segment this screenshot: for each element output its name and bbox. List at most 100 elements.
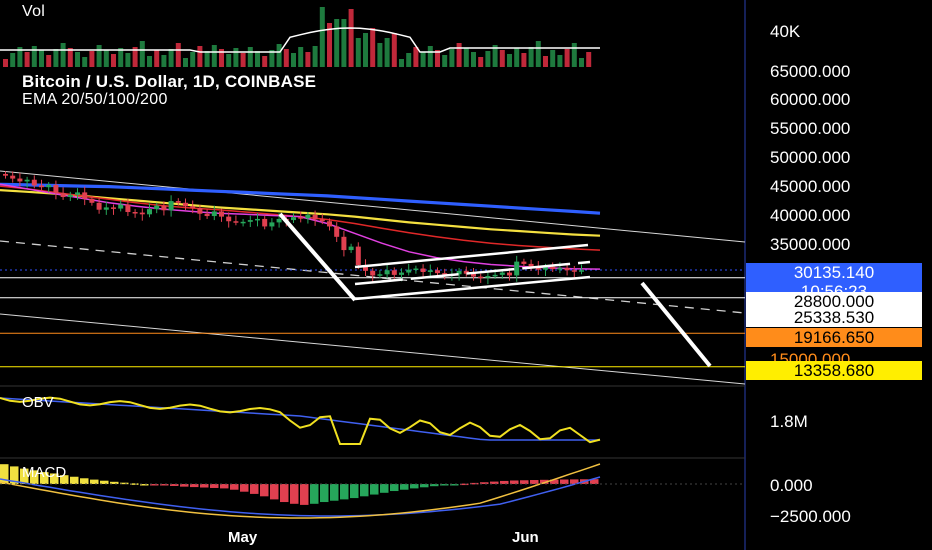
candle-body: [427, 270, 433, 272]
volume-bar: [334, 19, 340, 67]
volume-bar: [535, 41, 541, 67]
candle-body: [550, 266, 556, 270]
volume-bar: [60, 43, 66, 67]
macd-histogram-bar: [40, 472, 49, 484]
volume-bar: [391, 33, 397, 67]
volume-bar: [399, 59, 404, 67]
macd-histogram-bar: [320, 484, 329, 503]
macd-histogram-bar: [510, 480, 519, 484]
macd-histogram-bar: [170, 484, 179, 486]
candle-body: [103, 207, 109, 210]
volume-bar: [406, 53, 412, 67]
candle-body: [435, 270, 440, 274]
candle-body: [420, 268, 426, 272]
macd-histogram-bar: [200, 484, 209, 488]
volume-bar: [305, 52, 311, 67]
macd-histogram-bar: [590, 479, 599, 484]
candle-body: [442, 273, 448, 276]
candle-body: [399, 272, 404, 275]
macd-histogram-bar: [520, 480, 529, 484]
obv-line: [0, 396, 601, 445]
volume-bar: [190, 52, 196, 67]
macd-histogram-bar: [380, 484, 389, 493]
volume-bar: [543, 56, 548, 67]
candle-body: [478, 276, 484, 279]
candle-body: [528, 263, 534, 267]
candle-body: [276, 218, 282, 223]
macd-histogram-bar: [480, 482, 489, 484]
macd-histogram-bar: [490, 481, 499, 484]
macd-histogram-bar: [60, 475, 69, 484]
candle-body: [456, 270, 462, 275]
volume-bar: [435, 50, 440, 67]
candle-body: [82, 192, 88, 199]
volume-bar: [276, 44, 282, 67]
volume-bar: [514, 48, 520, 67]
symbol-title: Bitcoin / U.S. Dollar, 1D, COINBASE: [22, 72, 317, 91]
macd-histogram-bar: [110, 481, 119, 484]
obv-label: OBV: [22, 394, 54, 411]
obv-axis-tick: 1.8M: [770, 412, 808, 431]
volume-bar: [579, 58, 584, 67]
time-label-jun: Jun: [512, 529, 539, 546]
volume-bar: [507, 54, 512, 67]
candle-body: [471, 273, 476, 277]
volume-average-line: [0, 27, 600, 53]
price-badge-white: 28800.000: [746, 292, 922, 311]
candle-body: [557, 267, 563, 270]
candle-body: [31, 179, 37, 186]
volume-bar: [449, 49, 455, 67]
volume-bar: [219, 49, 224, 67]
candle-body: [67, 194, 73, 198]
macd-histogram-bar: [250, 484, 259, 494]
macd-histogram-bar: [0, 464, 9, 484]
volume-bar: [485, 51, 491, 67]
channel-mid-line: [354, 260, 591, 286]
vol-label: Vol: [22, 3, 46, 20]
obv-signal-line: [0, 397, 600, 441]
candle-body: [319, 219, 325, 222]
candle-body: [197, 207, 203, 214]
macd-histogram-bar: [230, 484, 239, 490]
volume-bar: [557, 55, 563, 67]
volume-bar: [478, 57, 484, 67]
candle-body: [507, 272, 512, 276]
macd-histogram-bar: [440, 484, 449, 486]
candle-body: [183, 202, 188, 207]
price-axis-tick: 40000.000: [770, 206, 851, 225]
volume-bar: [53, 49, 59, 67]
volume-bar: [132, 47, 138, 67]
candle-body: [89, 198, 95, 203]
volume-bar: [355, 38, 361, 67]
candle-body: [579, 270, 584, 272]
volume-bar: [499, 50, 505, 67]
volume-bar: [363, 33, 368, 67]
lower-trendline: [0, 313, 746, 385]
volume-bar: [255, 51, 260, 67]
ema200-line: [0, 182, 601, 215]
volume-bar: [39, 50, 44, 67]
candle-body: [312, 214, 318, 220]
candle-body: [305, 214, 311, 219]
volume-bar: [31, 46, 37, 67]
candle-body: [240, 221, 246, 224]
candle-body: [132, 212, 138, 214]
candle-body: [363, 265, 368, 271]
candle-body: [226, 216, 232, 222]
macd-histogram-bar: [180, 484, 189, 487]
price-axis-tick: 35000.000: [770, 235, 851, 254]
volume-bar: [125, 53, 131, 67]
volume-bar: [341, 19, 347, 67]
volume-bar: [82, 57, 88, 67]
candle-body: [53, 184, 59, 193]
candle-body: [211, 211, 217, 217]
price-axis-tick: 40K: [770, 22, 801, 41]
volume-bar: [262, 56, 268, 67]
macd-histogram-bar: [30, 470, 39, 484]
candle-body: [118, 204, 124, 209]
candle-body: [377, 274, 383, 276]
candle-body: [233, 221, 239, 223]
macd-histogram-bar: [350, 484, 359, 499]
volume-bar: [291, 53, 296, 67]
macd-axis-tick-zero: 0.000: [770, 476, 813, 495]
